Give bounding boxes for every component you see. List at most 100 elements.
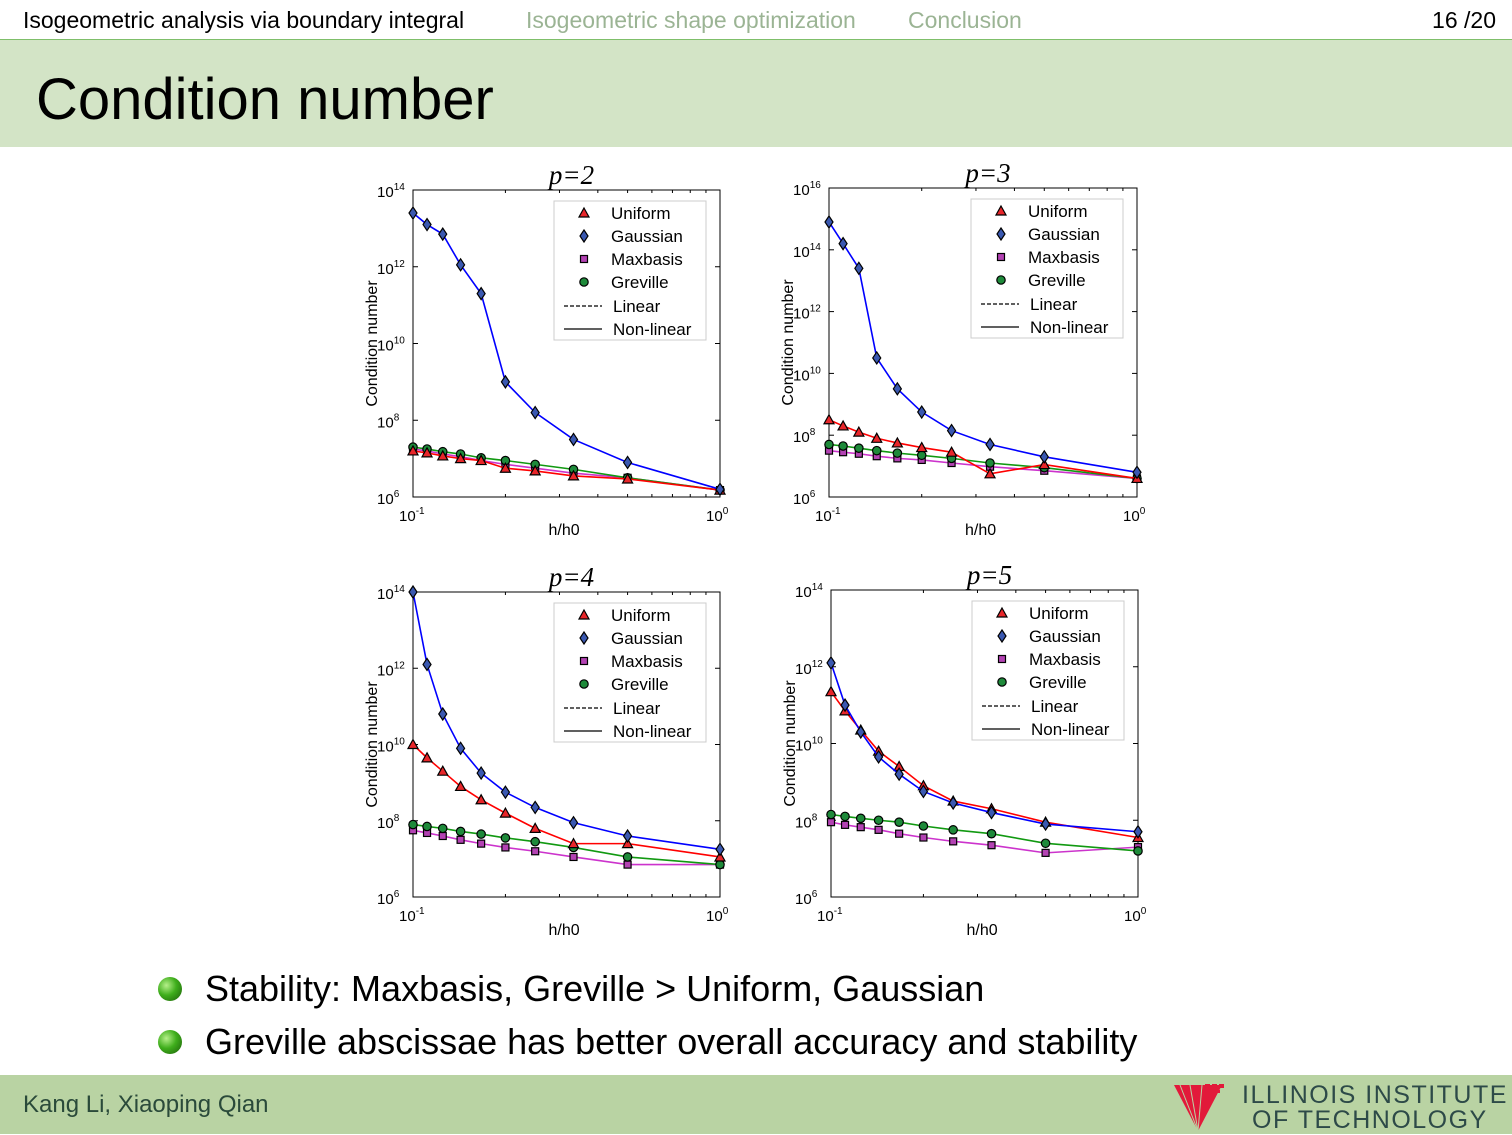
series-maxbasis — [826, 818, 1143, 857]
bullet-item: Stability: Maxbasis, Greville > Uniform,… — [158, 962, 1137, 1015]
data-point-greville — [715, 859, 725, 870]
y-tick-label: 1012 — [377, 660, 405, 679]
series-greville — [826, 809, 1143, 856]
chart-title: p=3 — [963, 158, 1010, 188]
legend-label: Non-linear — [1030, 318, 1109, 337]
data-point-gaussian — [824, 214, 834, 230]
data-point-uniform — [454, 780, 467, 792]
bullet-ball-icon — [158, 976, 182, 1001]
legend-label: Greville — [611, 273, 669, 292]
legend-box — [970, 198, 1124, 339]
series-line-uniform — [412, 450, 721, 491]
series-uniform — [822, 413, 1144, 484]
series-greville — [408, 819, 725, 870]
data-point-uniform — [499, 461, 512, 473]
bullet-text: Stability: Maxbasis, Greville > Uniform,… — [205, 967, 985, 1009]
y-tick-label: 1010 — [795, 736, 823, 755]
y-tick-label: 1014 — [377, 584, 405, 603]
series-gaussian — [408, 205, 725, 497]
chart-title: p=2 — [547, 160, 594, 190]
data-point-gaussian — [948, 795, 958, 811]
data-point-greville — [854, 443, 864, 453]
y-axis-label: Condition number — [780, 279, 797, 406]
chart-title: p=5 — [965, 560, 1012, 590]
data-point-gaussian — [894, 767, 904, 782]
y-tick-label: 1012 — [793, 304, 821, 323]
iit-logo: ILLINOIS INSTITUTE OF TECHNOLOGY — [1172, 1079, 1512, 1134]
legend-marker-greville — [996, 275, 1006, 285]
legend-label: Maxbasis — [611, 250, 683, 269]
data-point-uniform — [824, 685, 838, 697]
data-point-greville — [824, 439, 834, 450]
data-point-gaussian — [873, 749, 884, 765]
nav-section-conclusion[interactable]: Conclusion — [908, 7, 1022, 33]
data-point-gaussian — [622, 455, 633, 470]
data-point-gaussian — [872, 350, 882, 366]
data-point-uniform — [713, 850, 727, 862]
data-point-uniform — [837, 419, 850, 431]
legend-label: Non-linear — [1031, 720, 1110, 739]
series-line-maxbasis — [412, 829, 720, 866]
x-tick-label: 10-1 — [399, 906, 425, 925]
legend-label: Gaussian — [611, 629, 683, 648]
data-point-greville — [873, 815, 884, 826]
data-point-gaussian — [946, 423, 957, 438]
nav-section-boundary-integral[interactable]: Isogeometric analysis via boundary integ… — [23, 7, 465, 33]
legend-marker-gaussian — [579, 228, 589, 244]
legend-marker-maxbasis — [996, 252, 1006, 262]
data-point-maxbasis — [623, 860, 632, 869]
footer: Kang Li, Xiaoping Qian ILLINOIS INSTITUT… — [0, 1075, 1512, 1134]
data-point-greville — [871, 445, 882, 456]
data-point-greville — [530, 836, 540, 847]
data-point-uniform — [852, 425, 865, 437]
x-tick-label: 100 — [706, 906, 729, 925]
nav-section-shape-optimization[interactable]: Isogeometric shape optimization — [526, 7, 856, 33]
legend-marker-uniform — [577, 206, 591, 218]
data-point-maxbasis — [501, 843, 510, 852]
data-point-uniform — [436, 449, 449, 461]
data-point-greville — [437, 823, 448, 834]
y-tick-label: 1014 — [377, 182, 405, 201]
legend-label: Linear — [613, 297, 661, 316]
data-point-uniform — [454, 452, 467, 464]
data-point-gaussian — [568, 815, 579, 830]
legend: Uniform Gaussian Maxbasis Greville Linear Non… — [971, 600, 1125, 741]
data-point-greville — [894, 817, 904, 827]
legend-label: Uniform — [611, 204, 671, 223]
data-point-gaussian — [476, 766, 486, 781]
bullet-text: Greville abscissae has better overall ac… — [205, 1020, 1138, 1062]
series-line-greville — [828, 443, 1138, 480]
data-point-maxbasis — [826, 818, 836, 827]
data-point-uniform — [529, 464, 542, 476]
data-point-greville — [986, 828, 997, 839]
data-point-greville — [1040, 838, 1051, 849]
y-tick-label: 1014 — [793, 242, 821, 261]
x-tick-label: 10-1 — [399, 506, 425, 525]
data-point-gaussian — [838, 236, 848, 251]
data-point-maxbasis — [856, 823, 865, 832]
data-point-gaussian — [408, 205, 418, 221]
legend-label: Greville — [1028, 271, 1086, 290]
x-axis-label: h/h0 — [549, 922, 580, 939]
series-line-greville — [412, 823, 721, 866]
x-tick-label: 100 — [1123, 506, 1146, 525]
data-point-gaussian — [438, 706, 448, 722]
legend-label: Gaussian — [1029, 627, 1101, 646]
data-point-uniform — [436, 764, 449, 776]
y-tick-label: 1016 — [793, 180, 821, 199]
data-point-maxbasis — [949, 837, 958, 846]
legend-label: Gaussian — [611, 227, 683, 246]
data-point-maxbasis — [456, 835, 465, 844]
x-tick-label: 10-1 — [817, 906, 843, 925]
series-gaussian — [824, 214, 1142, 480]
legend: Uniform Gaussian Maxbasis Greville Linear Non… — [553, 200, 707, 341]
logo-text-line1: ILLINOIS INSTITUTE — [1242, 1081, 1508, 1109]
data-point-greville — [622, 852, 633, 862]
y-tick-label: 108 — [377, 813, 400, 832]
data-point-uniform — [529, 822, 542, 833]
data-point-uniform — [945, 445, 958, 457]
legend-label: Linear — [1030, 295, 1078, 314]
data-point-gaussian — [422, 217, 432, 232]
legend-marker-greville — [997, 677, 1007, 687]
